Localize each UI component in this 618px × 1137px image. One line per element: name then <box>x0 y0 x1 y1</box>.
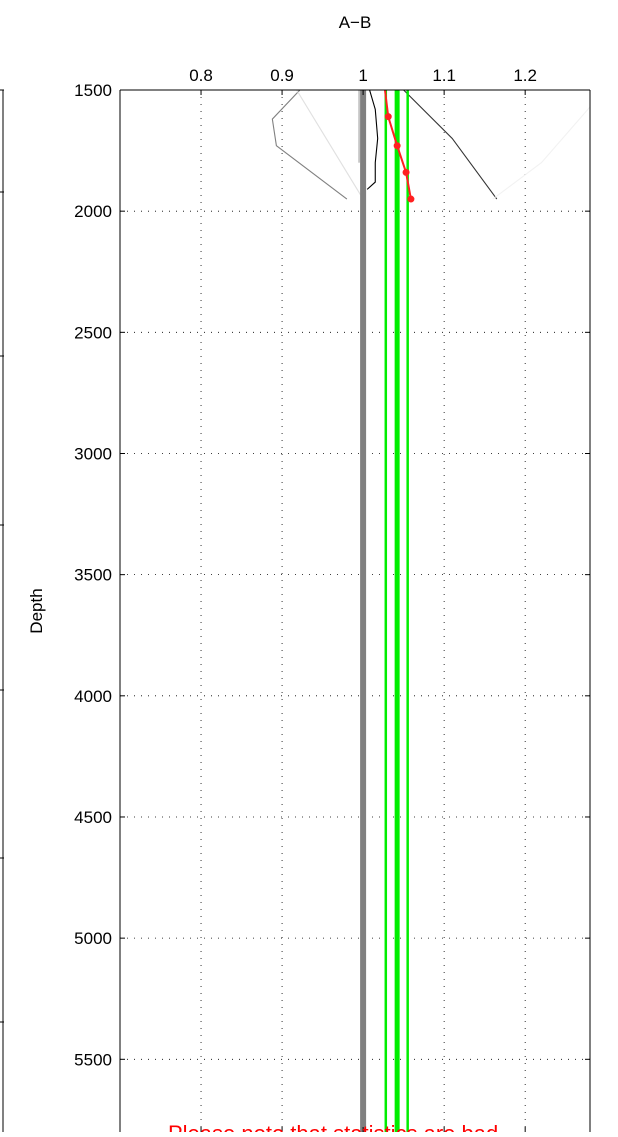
y-tick-label: 4000 <box>74 687 112 706</box>
series-line <box>492 106 590 200</box>
y-tick-label: 2500 <box>74 323 112 342</box>
statistics-note: Please note that statistics are bad <box>168 1121 498 1132</box>
adjacent-panel-fragment <box>0 89 4 1132</box>
series-point <box>384 113 392 121</box>
y-tick-label: 2000 <box>74 202 112 221</box>
y-tick-label: 5000 <box>74 929 112 948</box>
data-series <box>271 90 590 1132</box>
x-tick-label: 1 <box>358 66 367 85</box>
y-axis-label: Depth <box>27 588 46 633</box>
plot-frame <box>119 89 591 1132</box>
x-tick-label: 1.2 <box>513 66 537 85</box>
y-tick-label: 1500 <box>74 81 112 100</box>
series-point <box>393 142 401 150</box>
series-line <box>271 90 348 200</box>
chart-title: A−B <box>339 13 372 32</box>
series-point <box>402 168 410 176</box>
series-line <box>366 90 379 190</box>
x-tick-label: 1.1 <box>432 66 456 85</box>
y-tick-label: 5500 <box>74 1050 112 1069</box>
y-tick-label: 3000 <box>74 444 112 463</box>
grid-lines <box>120 89 590 1132</box>
series-point <box>407 195 415 203</box>
y-tick-label: 4500 <box>74 808 112 827</box>
series-line <box>403 90 498 200</box>
y-tick-label: 3500 <box>74 566 112 585</box>
axis-ticks: 0.8 0.9 1 1.1 1.2 1500 2000 2500 3000 3500 4000 450… <box>74 66 590 1132</box>
series-line <box>296 90 364 200</box>
x-tick-label: 0.8 <box>189 66 213 85</box>
x-tick-label: 0.9 <box>270 66 294 85</box>
